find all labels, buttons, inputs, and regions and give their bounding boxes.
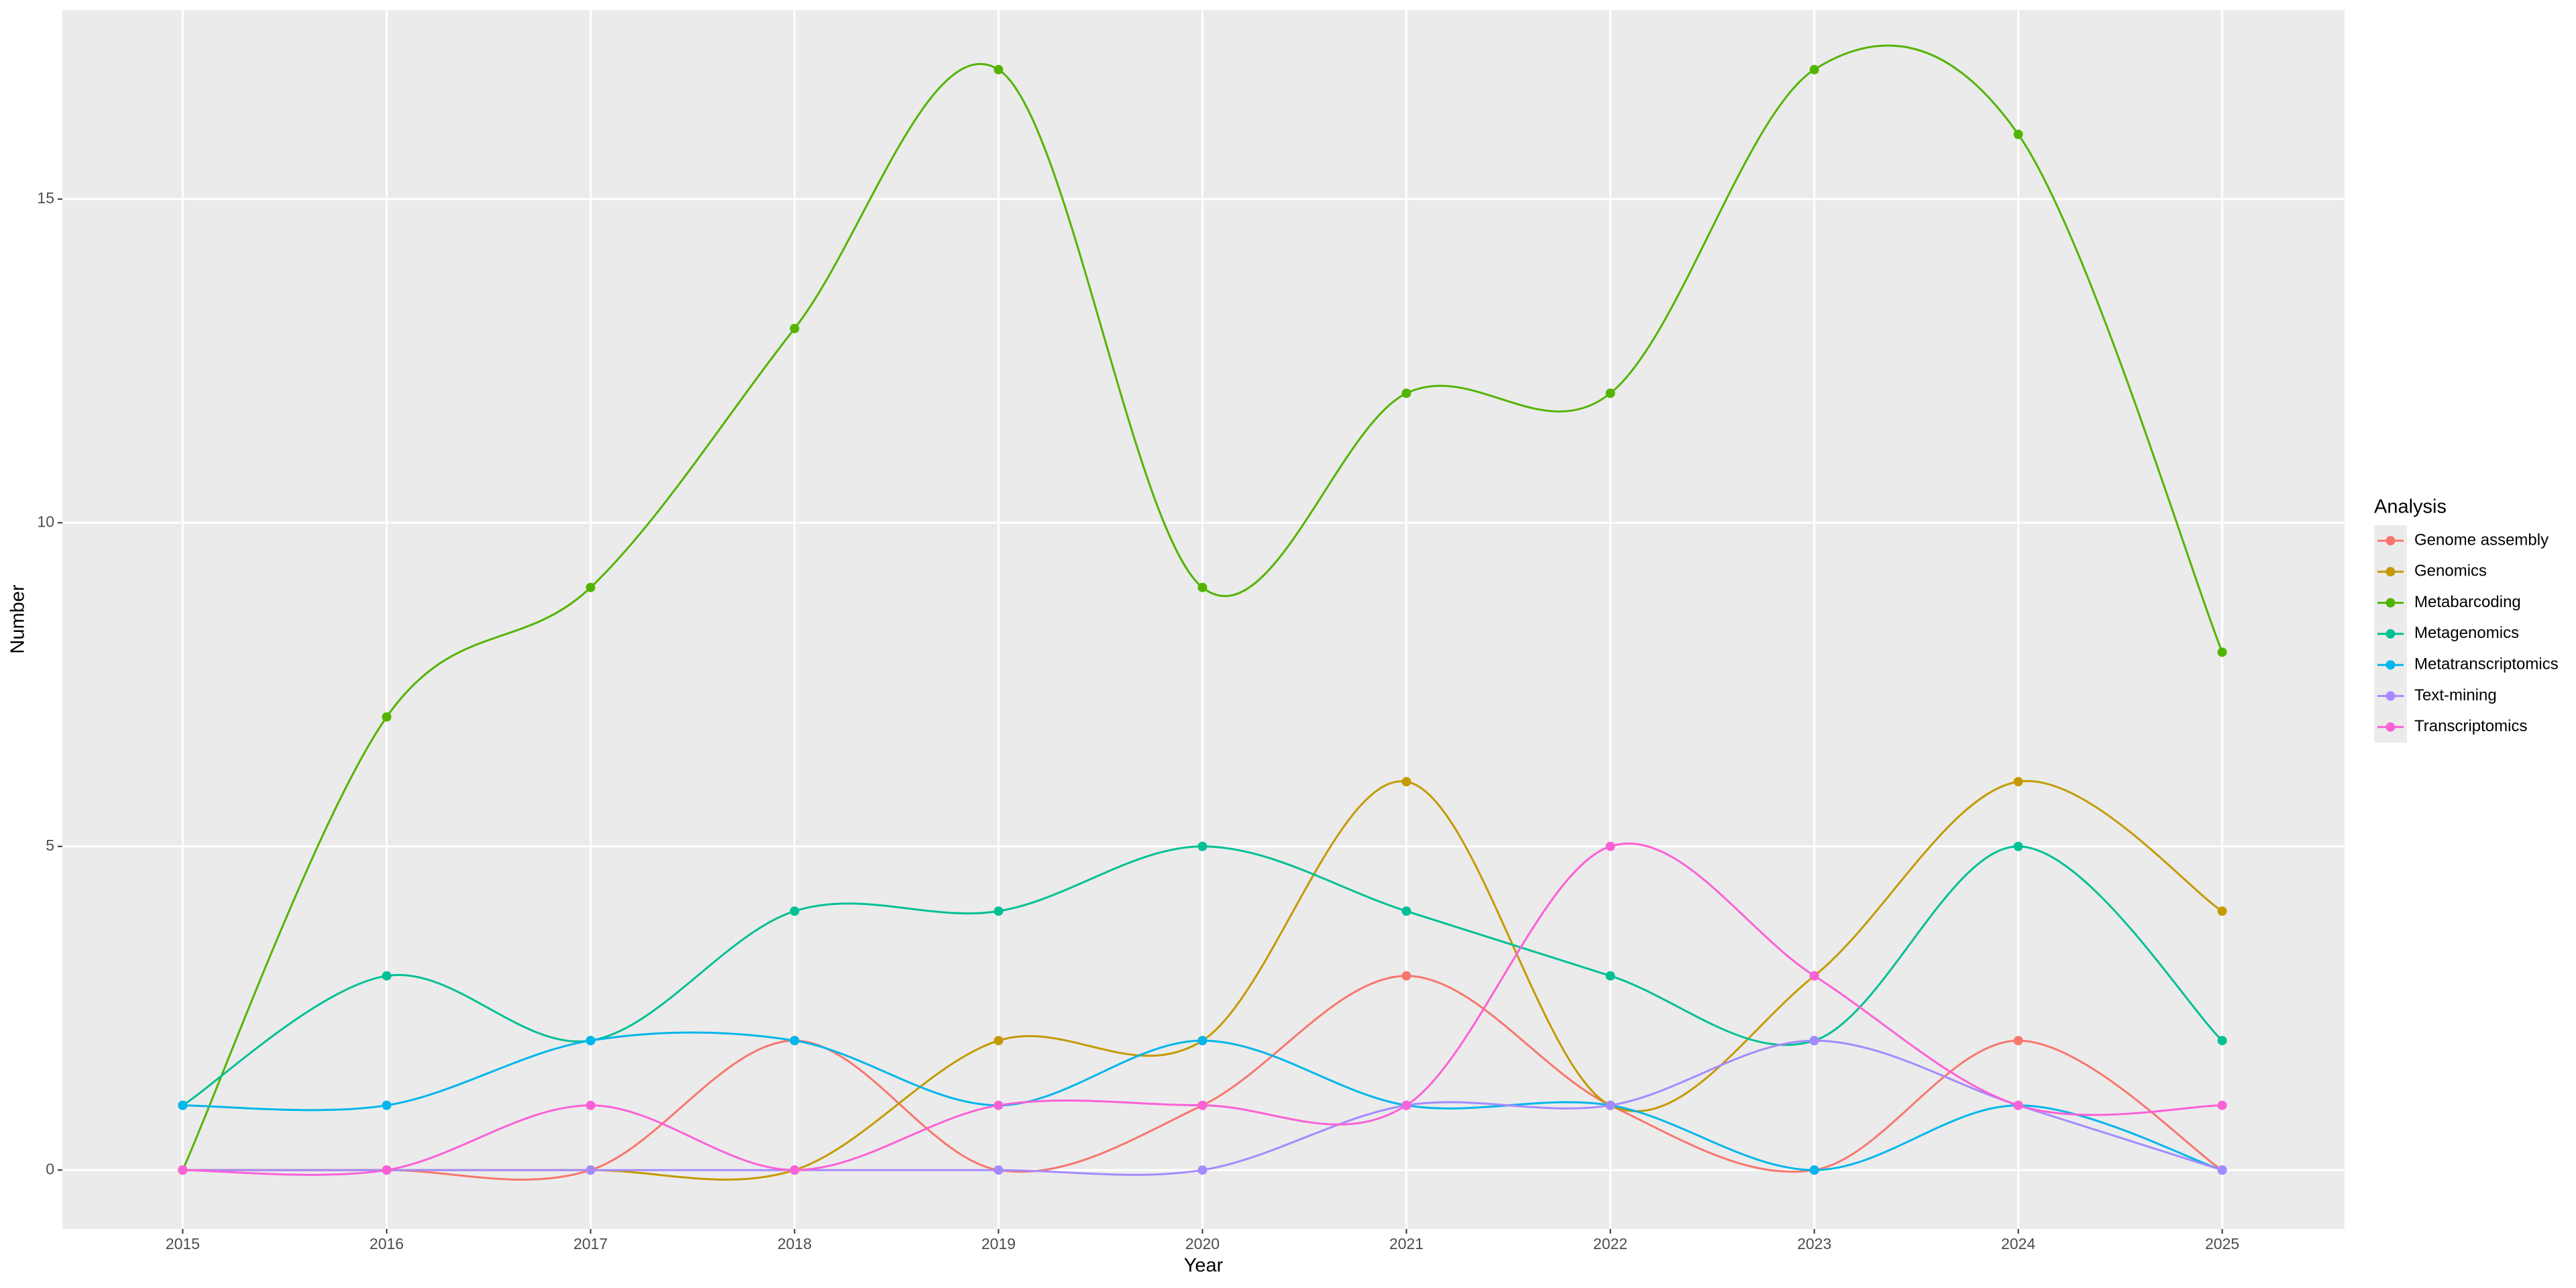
point <box>790 323 800 333</box>
point <box>178 1100 188 1110</box>
point <box>1197 1036 1208 1046</box>
legend-label: Text-mining <box>2414 686 2497 704</box>
point <box>1605 971 1615 981</box>
point <box>994 1036 1004 1046</box>
point <box>994 906 1004 916</box>
x-axis-title: Year <box>1184 1255 1224 1277</box>
x-tick-label: 2016 <box>370 1235 404 1252</box>
point <box>382 971 392 981</box>
x-tick-label: 2017 <box>574 1235 608 1252</box>
point <box>994 1100 1004 1110</box>
point <box>2013 841 2023 851</box>
x-tick-label: 2023 <box>1797 1235 1831 1252</box>
point <box>1401 777 1411 787</box>
point <box>790 906 800 916</box>
x-tick-label: 2021 <box>1389 1235 1424 1252</box>
x-tick-label: 2019 <box>981 1235 1016 1252</box>
point <box>2217 647 2227 657</box>
point <box>994 64 1004 74</box>
point <box>1197 1100 1208 1110</box>
x-tick-label: 2018 <box>777 1235 812 1252</box>
x-tick-label: 2015 <box>166 1235 200 1252</box>
legend-key-point <box>2385 598 2396 608</box>
point <box>586 1100 596 1110</box>
point <box>1401 388 1411 398</box>
point <box>2217 1100 2227 1110</box>
legend-label: Genome assembly <box>2414 531 2548 549</box>
legend-title: Analysis <box>2374 496 2447 518</box>
point <box>2217 906 2227 916</box>
y-tick-label: 0 <box>46 1160 54 1177</box>
point <box>1605 841 1615 851</box>
point <box>2013 129 2023 140</box>
y-tick-label: 15 <box>37 189 54 207</box>
point <box>790 1165 800 1175</box>
point <box>1809 1036 1819 1046</box>
point <box>2013 777 2023 787</box>
panel <box>62 10 2345 1229</box>
point <box>382 712 392 722</box>
legend-key-point <box>2385 660 2396 670</box>
point <box>1197 1165 1208 1175</box>
x-tick-label: 2024 <box>2001 1235 2035 1252</box>
point <box>1605 388 1615 398</box>
point <box>586 1036 596 1046</box>
legend-key-point <box>2385 691 2396 701</box>
point <box>1197 841 1208 851</box>
point <box>2013 1036 2023 1046</box>
point <box>790 1036 800 1046</box>
point <box>1401 1100 1411 1110</box>
point <box>1401 971 1411 981</box>
point <box>382 1100 392 1110</box>
point <box>2217 1036 2227 1046</box>
point <box>994 1165 1004 1175</box>
legend-label: Genomics <box>2414 562 2487 580</box>
legend-label: Metabarcoding <box>2414 593 2521 611</box>
series-line <box>182 975 2223 1181</box>
legend-label: Metatranscriptomics <box>2414 655 2559 674</box>
point <box>1401 906 1411 916</box>
point <box>2217 1165 2227 1175</box>
x-tick-label: 2025 <box>2205 1235 2239 1252</box>
point <box>2013 1100 2023 1110</box>
point <box>1809 1165 1819 1175</box>
point <box>586 582 596 592</box>
legend-label: Transcriptomics <box>2414 717 2527 735</box>
point <box>1809 971 1819 981</box>
x-tick-label: 2020 <box>1185 1235 1220 1252</box>
point <box>1809 64 1819 74</box>
series-line <box>182 843 2222 1176</box>
point <box>382 1165 392 1175</box>
legend-key-point <box>2385 567 2396 577</box>
point <box>178 1165 188 1175</box>
series-line <box>182 845 2223 1106</box>
legend-key-point <box>2385 722 2396 732</box>
series-line <box>182 1039 2223 1176</box>
legend-key-point <box>2385 536 2396 545</box>
y-tick-label: 10 <box>37 513 54 530</box>
legend-label: Metagenomics <box>2414 624 2519 642</box>
series-line <box>182 44 2223 1171</box>
legend-key-point <box>2385 629 2396 639</box>
y-axis-title: Number <box>7 584 29 653</box>
point <box>586 1165 596 1175</box>
point <box>1197 582 1208 592</box>
point <box>1605 1100 1615 1110</box>
y-tick-label: 5 <box>46 837 54 854</box>
x-tick-label: 2022 <box>1593 1235 1627 1252</box>
